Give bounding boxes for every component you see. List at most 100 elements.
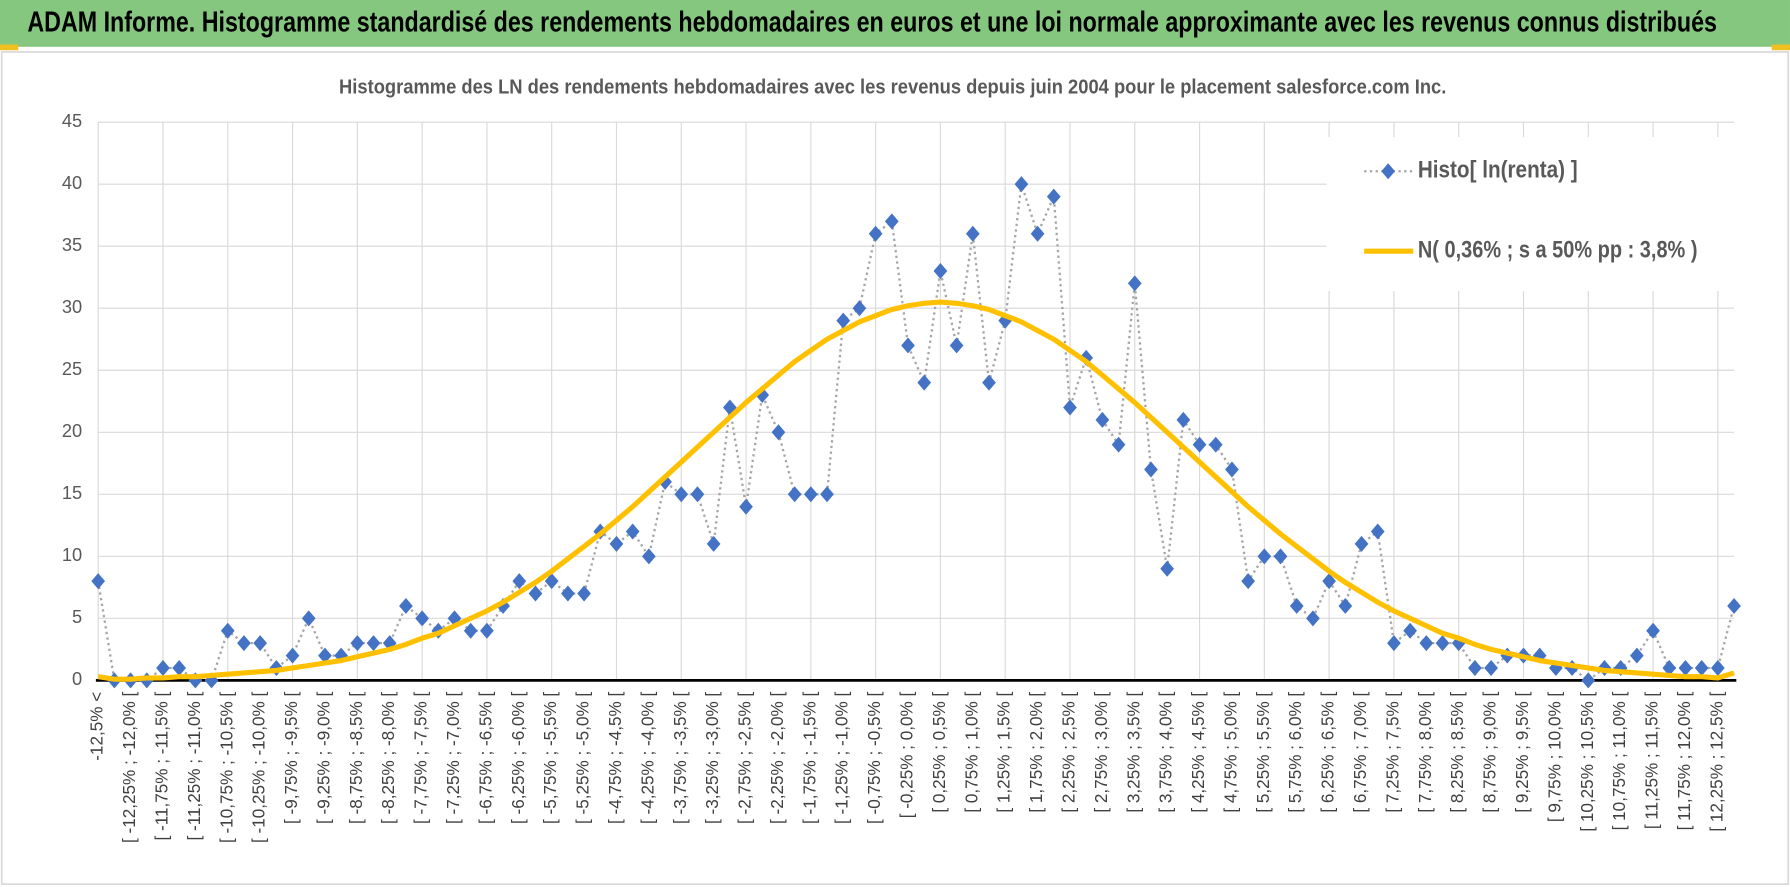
x-tick-label: [ -6,25% ; -6,0% [ <box>509 692 528 824</box>
data-point <box>399 597 413 614</box>
data-point <box>285 647 300 664</box>
data-point <box>1225 461 1239 478</box>
x-tick-label: [ 2,25% ; 2,5% [ <box>1060 692 1079 813</box>
legend-label: N( 0,36% ; s a 50% pp : 3,8% ) <box>1418 236 1698 263</box>
x-tick-label: [ 11,25% ; 11,5% [ <box>1643 692 1662 830</box>
x-tick-label: [ -7,75% ; -7,5% [ <box>412 692 431 824</box>
data-point <box>237 635 251 652</box>
x-tick-label: [ -8,25% ; -8,0% [ <box>379 692 398 824</box>
x-tick-label: [ -7,25% ; -7,0% [ <box>444 692 463 824</box>
corner-mark <box>0 44 19 51</box>
data-point <box>1630 647 1644 664</box>
y-tick-label: 10 <box>62 544 82 565</box>
data-point <box>852 300 867 317</box>
x-tick-label: [ -8,75% ; -8,5% [ <box>347 692 366 824</box>
y-tick-label: 40 <box>62 172 82 193</box>
x-tick-label: [ -1,75% ; -1,5% [ <box>800 692 819 824</box>
x-tick-label: [ -9,25% ; -9,0% [ <box>314 692 333 824</box>
x-tick-label: -12,5% < <box>88 692 107 761</box>
x-tick-label: [ -2,75% ; -2,5% [ <box>736 692 755 824</box>
plot-area: 0 5 10 15 20 25 30 35 40 45 -12,5% < [ -12,25% ; -1… <box>62 110 1741 843</box>
data-point <box>1273 548 1288 565</box>
y-tick-label: 15 <box>62 482 82 503</box>
x-tick-label: [ 4,75% ; 5,0% [ <box>1221 692 1240 813</box>
x-tick-label: [ 9,25% ; 9,5% [ <box>1513 692 1532 813</box>
x-tick-label: [ -11,25% ; -11,0% [ <box>185 692 204 841</box>
x-tick-label: [ 10,75% ; 11,0% [ <box>1610 692 1629 831</box>
header-title: ADAM Informe. Histogramme standardisé de… <box>27 7 1717 39</box>
x-tick-label: [ -5,75% ; -5,5% [ <box>541 692 560 824</box>
x-tick-label: [ -4,75% ; -4,5% [ <box>606 692 625 824</box>
x-tick-label: [ -3,75% ; -3,5% [ <box>671 692 690 824</box>
x-tick-label: [ 4,25% ; 4,5% [ <box>1189 692 1208 813</box>
x-tick-label: [ 5,25% ; 5,5% [ <box>1254 692 1273 813</box>
x-tick-label: [ 5,75% ; 6,0% [ <box>1286 692 1305 813</box>
data-point <box>884 213 899 230</box>
header-banner <box>0 0 1790 47</box>
data-point <box>91 573 106 590</box>
data-point <box>1435 635 1450 652</box>
x-tick-label: [ 0,75% ; 1,0% [ <box>962 692 981 813</box>
legend-label: Histo[ ln(renta) ] <box>1418 157 1578 184</box>
x-tick-label: [ -0,25% ; 0,0% [ <box>898 692 917 819</box>
data-point <box>1370 523 1385 540</box>
data-point <box>625 523 640 540</box>
x-tick-label: [ 6,75% ; 7,0% [ <box>1351 692 1370 813</box>
x-tick-label: [ -1,25% ; -1,0% [ <box>833 692 852 824</box>
corner-mark <box>1771 44 1790 51</box>
data-point <box>1208 436 1223 453</box>
x-tick-label: [ 10,25% ; 10,5% [ <box>1578 692 1597 832</box>
y-tick-label: 35 <box>62 234 82 255</box>
x-tick-label: [ 1,75% ; 2,0% [ <box>1027 692 1046 813</box>
x-tick-label: [ 9,75% ; 10,0% [ <box>1545 692 1564 823</box>
data-point <box>1111 436 1126 453</box>
data-point <box>949 337 964 354</box>
x-tick-label: [ 8,25% ; 8,5% [ <box>1448 692 1467 813</box>
x-tick-label: [ 1,25% ; 1,5% [ <box>995 692 1014 813</box>
data-point <box>366 635 381 652</box>
data-point <box>561 585 575 602</box>
y-tick-label: 5 <box>72 606 82 627</box>
x-tick-label: [ -5,25% ; -5,0% [ <box>574 692 593 824</box>
x-tick-label: [ 0,25% ; 0,5% [ <box>930 692 949 813</box>
x-tick-label: [ 6,25% ; 6,5% [ <box>1319 692 1338 813</box>
y-tick-label: 0 <box>72 668 82 689</box>
chart-title: Histogramme des LN des rendements hebdom… <box>339 75 1446 98</box>
x-tick-label: [ 7,75% ; 8,0% [ <box>1416 692 1435 813</box>
y-tick-label: 25 <box>62 358 82 379</box>
x-tick-label: [ 3,25% ; 3,5% [ <box>1124 692 1143 813</box>
y-tick-label: 45 <box>62 110 82 131</box>
x-tick-label: [ 12,25% ; 12,5% [ <box>1707 692 1726 832</box>
normal-curve <box>97 299 1735 682</box>
x-tick-label: [ -2,25% ; -2,0% [ <box>768 692 787 824</box>
data-point <box>1144 461 1158 478</box>
x-tick-label: [ 3,75% ; 4,0% [ <box>1157 692 1176 813</box>
data-point <box>690 486 705 503</box>
data-point <box>1257 548 1272 565</box>
data-point <box>787 486 802 503</box>
x-tick-label: [ 7,25% ; 7,5% [ <box>1383 692 1402 813</box>
x-tick-label: [ -6,75% ; -6,5% [ <box>476 692 495 824</box>
data-point <box>1289 597 1304 614</box>
x-tick-label: [ 8,75% ; 9,0% [ <box>1481 692 1500 813</box>
data-point <box>350 635 365 652</box>
x-tick-label: [ -9,75% ; -9,5% [ <box>282 692 301 824</box>
data-point <box>512 573 527 590</box>
data-point <box>528 585 543 602</box>
x-tick-label: [ -3,25% ; -3,0% [ <box>703 692 722 824</box>
data-point <box>1046 188 1061 205</box>
x-tick-label: [ -0,75% ; -0,5% [ <box>865 692 884 824</box>
x-tick-label: [ 2,75% ; 3,0% [ <box>1092 692 1111 813</box>
data-point <box>1322 573 1336 590</box>
data-point <box>1387 635 1401 652</box>
x-tick-label: [ -10,25% ; -10,0% [ <box>250 692 269 843</box>
data-point <box>1014 176 1029 193</box>
x-tick-label: [ -4,25% ; -4,0% [ <box>638 692 657 824</box>
data-point <box>577 585 591 602</box>
x-tick-label: [ -12,25% ; -12,0% [ <box>120 692 139 843</box>
y-tick-label: 20 <box>62 420 82 441</box>
y-tick-label: 30 <box>62 296 82 317</box>
x-tick-label: [ -11,75% ; -11,5% [ <box>152 692 171 841</box>
data-point <box>318 647 332 664</box>
